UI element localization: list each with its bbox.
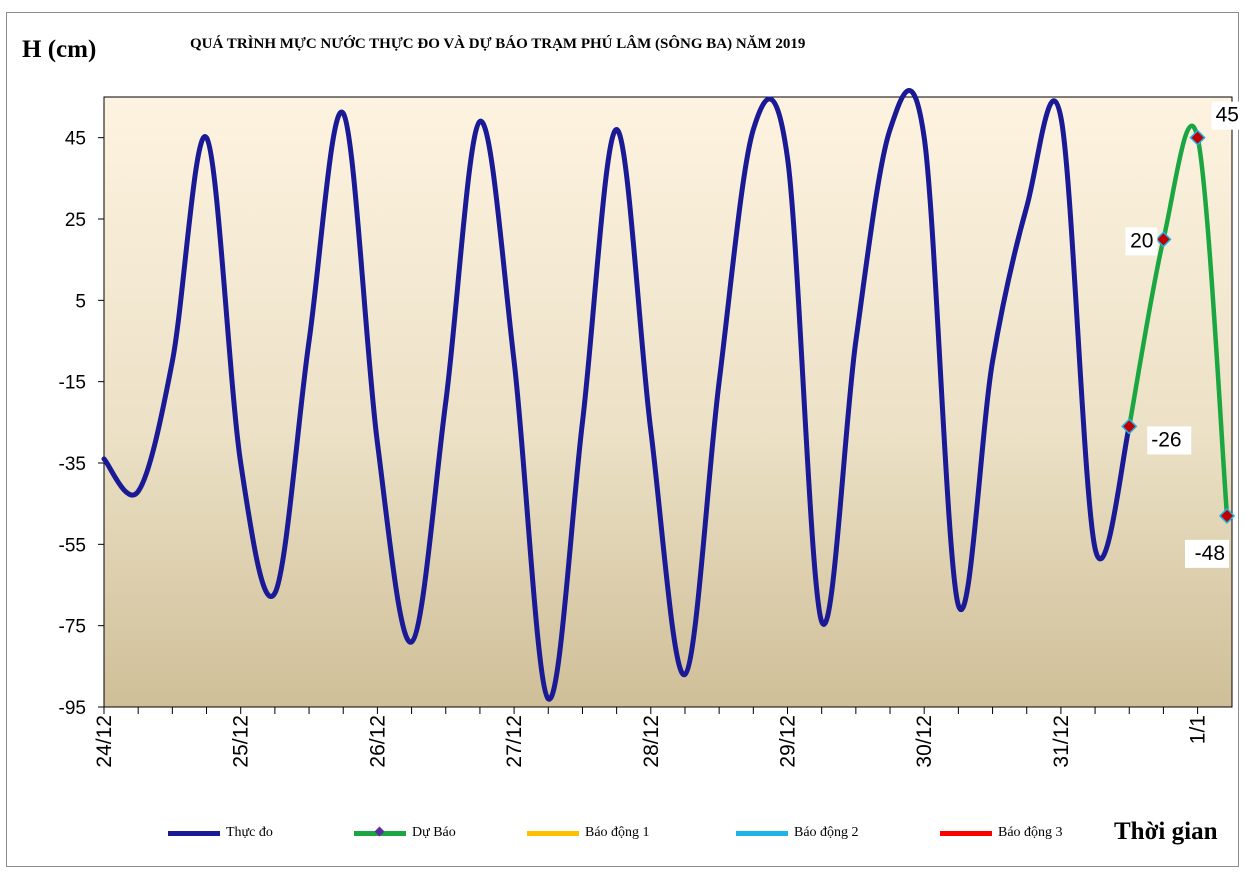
x-tick-label: 24/12 (93, 715, 116, 768)
legend-item: Báo động 3 (940, 823, 1063, 843)
y-tick-label: -75 (59, 617, 86, 638)
y-tick-label: -55 (59, 535, 86, 556)
y-axis-label: H (cm) (22, 36, 97, 63)
legend-swatch (736, 830, 788, 836)
legend-label: Báo động 1 (585, 825, 650, 840)
forecast-point-marker (1121, 418, 1138, 435)
x-tick-label: 26/12 (366, 715, 389, 768)
legend-label: Báo động 2 (794, 825, 859, 840)
data-label-box (1211, 101, 1244, 130)
legend-item: Báo động 1 (527, 823, 650, 843)
data-label-box (1185, 539, 1229, 568)
legend-swatch (940, 830, 992, 836)
legend-label: Thực đo (226, 825, 273, 840)
x-axis-label: Thời gian (1114, 818, 1218, 845)
x-tick-label: 1/1 (1187, 715, 1210, 744)
legend-swatch (354, 826, 406, 836)
x-tick-label: 31/12 (1050, 715, 1073, 768)
forecast-point-marker (1218, 507, 1236, 524)
legend-item: Báo động 2 (736, 823, 859, 843)
legend-label: Dự Báo (412, 825, 456, 840)
x-tick-label: 28/12 (640, 715, 663, 768)
data-label-box (1125, 227, 1158, 256)
legend-swatch (527, 830, 579, 836)
y-tick-label: 25 (65, 210, 86, 231)
forecast-point-marker (1155, 231, 1172, 248)
data-label: 45 (1216, 104, 1239, 127)
series-line-du-bao (1127, 123, 1230, 519)
x-tick-label: 25/12 (230, 715, 253, 768)
legend-item: Thực đo (168, 823, 273, 843)
legend-item: Dự Báo (354, 823, 456, 843)
y-tick-label: 5 (75, 291, 86, 312)
series-line-thuc-do (101, 88, 1132, 702)
plot-area (103, 96, 1233, 708)
y-tick-label: -95 (59, 698, 86, 719)
x-tick-label: 27/12 (503, 715, 526, 768)
forecast-point-marker (1189, 129, 1206, 146)
y-tick-label: 45 (65, 129, 86, 150)
y-tick-label: -35 (59, 454, 86, 475)
data-label-box (1147, 426, 1192, 455)
legend-label: Báo động 3 (998, 825, 1063, 840)
legend-marker-icon (374, 826, 385, 836)
x-tick-label: 30/12 (913, 715, 936, 768)
y-tick-label: -15 (59, 373, 86, 394)
data-label: -48 (1195, 542, 1225, 565)
data-label: -26 (1151, 428, 1181, 451)
chart-title: QUÁ TRÌNH MỰC NƯỚC THỰC ĐO VÀ DỰ BÁO TRẠ… (190, 36, 806, 52)
legend-swatch (168, 830, 220, 836)
x-tick-label: 29/12 (777, 715, 800, 768)
data-label: 20 (1130, 229, 1153, 252)
chart-frame (6, 12, 1239, 867)
